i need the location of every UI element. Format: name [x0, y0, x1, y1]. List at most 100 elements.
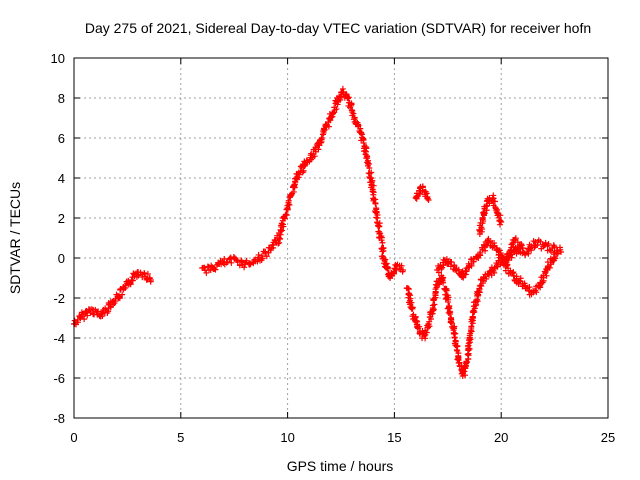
data-point — [250, 257, 257, 264]
x-tick-label: 0 — [70, 430, 77, 445]
data-point — [450, 329, 457, 336]
data-point — [423, 329, 430, 336]
data-point — [545, 241, 552, 248]
data-point — [430, 306, 437, 313]
data-point — [498, 219, 505, 225]
data-point — [370, 182, 377, 189]
data-point — [334, 101, 341, 108]
plot-frame — [73, 57, 609, 419]
data-point — [350, 110, 357, 117]
data-point — [416, 190, 423, 197]
data-point — [543, 272, 550, 279]
data-point — [84, 312, 91, 319]
data-point — [228, 259, 235, 266]
x-tick-label: 10 — [280, 430, 294, 445]
data-point — [221, 255, 228, 262]
data-point — [497, 212, 504, 219]
data-point — [88, 306, 95, 313]
y-tick-label: 4 — [58, 171, 65, 186]
y-tick-label: 6 — [58, 131, 65, 146]
data-point — [440, 279, 447, 286]
data-point — [318, 136, 325, 143]
data-point — [344, 95, 351, 102]
y-tick-label: -2 — [53, 291, 65, 306]
data-point — [446, 308, 453, 315]
data-point — [474, 298, 481, 305]
data-point — [286, 201, 293, 208]
data-point — [203, 269, 210, 276]
series-hofn-segment-d — [412, 183, 432, 203]
data-point — [283, 212, 290, 219]
data-point — [311, 153, 318, 160]
series-hofn-segment-a — [71, 269, 154, 328]
data-point — [432, 289, 439, 296]
data-point — [275, 240, 282, 247]
series-hofn-segment-g — [502, 249, 560, 298]
y-tick-label: 0 — [58, 251, 65, 266]
y-tick-label: 8 — [58, 91, 65, 106]
data-point — [448, 259, 455, 266]
series-hofn-segment-c — [403, 237, 565, 379]
data-point — [466, 345, 473, 352]
data-point — [368, 169, 375, 176]
data-point — [144, 270, 151, 277]
data-point — [243, 257, 250, 264]
data-point — [546, 264, 553, 271]
data-point — [372, 199, 379, 206]
data-point — [291, 181, 298, 188]
data-point — [415, 325, 422, 332]
data-point — [281, 215, 288, 222]
x-tick-label: 5 — [177, 430, 184, 445]
data-point — [380, 244, 387, 251]
data-point — [276, 236, 283, 243]
data-point — [360, 140, 367, 147]
data-point — [212, 266, 219, 273]
data-point — [279, 227, 286, 234]
data-point — [485, 271, 492, 277]
data-point — [508, 247, 515, 254]
data-point — [479, 214, 486, 221]
data-point — [518, 241, 525, 248]
data-point — [379, 239, 386, 246]
data-point — [519, 245, 526, 251]
data-point — [425, 197, 432, 203]
data-point — [127, 281, 134, 288]
chart-title: Day 275 of 2021, Sidereal Day-to-day VTE… — [85, 20, 591, 36]
data-marks — [71, 85, 565, 379]
data-point — [129, 277, 136, 284]
data-point — [259, 255, 266, 262]
data-point — [478, 224, 485, 231]
data-point — [533, 289, 540, 296]
data-point — [465, 346, 472, 353]
data-point — [493, 206, 500, 213]
data-point — [477, 252, 484, 259]
data-point — [295, 174, 302, 181]
data-point — [398, 262, 405, 269]
y-tick-label: -8 — [53, 411, 65, 426]
data-point — [283, 211, 289, 218]
data-point — [438, 266, 445, 273]
data-point — [277, 231, 284, 238]
data-point — [139, 274, 146, 281]
data-point — [496, 247, 503, 254]
data-point — [478, 283, 485, 290]
data-point — [548, 261, 555, 268]
data-point — [280, 223, 287, 230]
data-point — [470, 258, 477, 265]
data-point — [512, 235, 519, 242]
data-point — [451, 323, 458, 330]
data-point — [241, 264, 248, 271]
data-point — [345, 94, 352, 101]
data-point — [290, 188, 297, 195]
data-point — [373, 209, 380, 216]
series-hofn-segment-b — [199, 85, 406, 281]
grid-lines — [74, 58, 608, 418]
axis-ticks: 0 5 10 15 20 25 -8 -6 -4 -2 0 2 4 6 8 10 — [51, 51, 616, 445]
data-point — [480, 210, 487, 217]
data-point — [374, 219, 381, 226]
data-point — [406, 291, 413, 298]
data-point — [370, 189, 377, 196]
y-tick-label: 2 — [58, 211, 65, 226]
data-point — [363, 152, 370, 159]
